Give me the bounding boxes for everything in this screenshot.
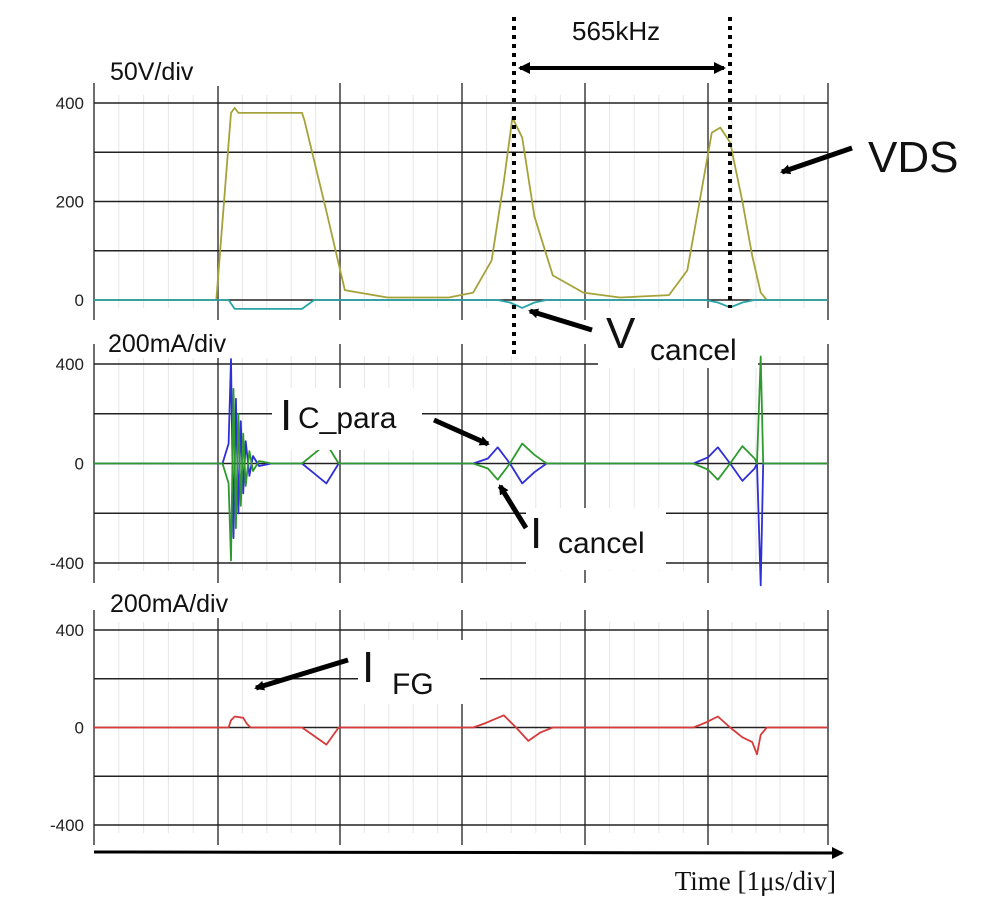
- vds-label: VDS: [868, 133, 958, 182]
- vcancel-arrow: [528, 308, 593, 333]
- time-axis-arrow: [93, 846, 844, 859]
- scale-label-bg: [104, 326, 274, 358]
- ifg-arrow: [254, 657, 349, 691]
- frequency-label: 565kHz: [572, 16, 660, 46]
- y-tick-label: 0: [75, 455, 84, 474]
- ifg-panel: 400 0 -400 200mA/div: [50, 586, 829, 845]
- ifg-label-bg: [358, 640, 480, 704]
- icancel-arrow: [497, 484, 529, 530]
- scale-label: 50V/div: [110, 58, 194, 86]
- vcancel-subscript: cancel: [650, 334, 737, 367]
- scale-label-bg: [106, 54, 276, 86]
- vds-arrow: [780, 145, 853, 175]
- scale-label: 200mA/div: [108, 330, 227, 358]
- time-axis-label: Time [1μs/div]: [675, 866, 836, 896]
- series-trace: [94, 355, 828, 562]
- ifg-subscript: FG: [392, 668, 434, 701]
- scale-label: 200mA/div: [110, 590, 229, 618]
- series-trace: [94, 107, 828, 301]
- icpara-label-bg: [272, 388, 422, 450]
- vcancel-label-bg: [598, 308, 758, 368]
- vcancel-label: V: [606, 309, 636, 358]
- y-tick-label: -400: [50, 554, 84, 573]
- y-tick-label: 0: [75, 291, 84, 310]
- vds-panel: 400 200 0 50V/div: [56, 54, 829, 320]
- y-tick-label: 400: [56, 94, 84, 113]
- y-tick-label: -400: [50, 816, 84, 835]
- y-tick-label: 0: [75, 719, 84, 738]
- series-trace: [94, 299, 828, 310]
- current-panel: 400 0 -400 200mA/div: [50, 326, 829, 587]
- icancel-label-bg: [526, 508, 666, 570]
- icpara-arrow: [432, 417, 490, 447]
- icancel-subscript: cancel: [558, 527, 645, 560]
- y-tick-label: 400: [56, 355, 84, 374]
- series-trace: [94, 358, 828, 587]
- ifg-label: I: [362, 643, 374, 692]
- icancel-label: I: [530, 509, 542, 558]
- y-tick-label: 200: [56, 193, 84, 212]
- scale-label-bg: [106, 586, 276, 618]
- series-trace: [94, 714, 828, 756]
- y-tick-label: 400: [56, 621, 84, 640]
- icpara-subscript: C_para: [298, 402, 397, 435]
- icpara-label: I: [280, 391, 292, 440]
